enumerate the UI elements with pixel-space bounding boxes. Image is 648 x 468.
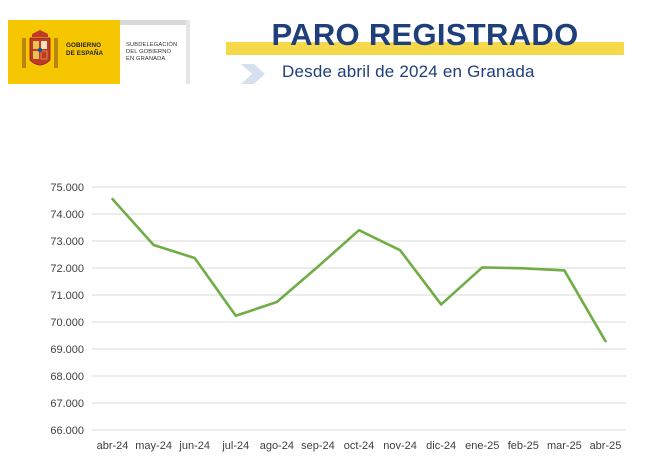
logo-edge — [186, 20, 190, 84]
y-tick-label: 75.000 — [50, 182, 84, 194]
government-name: GOBIERNO DE ESPAÑA — [66, 42, 103, 57]
x-tick-label: ago-24 — [260, 440, 294, 452]
y-tick-label: 72.000 — [50, 263, 84, 275]
sub-line-3: EN GRANADA — [126, 56, 166, 63]
x-tick-label: sep-24 — [301, 440, 335, 452]
logo-yellow-panel — [8, 20, 120, 84]
series-line — [111, 197, 607, 343]
x-tick-label: nov-24 — [383, 440, 417, 452]
x-tick-label: mar-25 — [547, 440, 582, 452]
sub-line-1: SUBDELEGACIÓN — [126, 42, 178, 48]
x-tick-label: jul-24 — [221, 440, 249, 452]
y-tick-label: 68.000 — [50, 371, 84, 383]
y-tick-label: 74.000 — [50, 209, 84, 221]
page-subtitle: Desde abril de 2024 en Granada — [282, 62, 535, 81]
x-tick-label: abr-24 — [97, 440, 129, 452]
y-axis-ticks: 66.000 67.000 68.000 69.000 70.000 71.000 72.0… — [50, 182, 84, 437]
y-tick-label: 69.000 — [50, 344, 84, 356]
y-tick-label: 66.000 — [50, 425, 84, 437]
government-logo: GOBIERNO DE ESPAÑA SUBDELEGACIÓN DEL GOB… — [8, 20, 190, 84]
x-tick-label: ene-25 — [465, 440, 499, 452]
series-lines — [111, 197, 607, 343]
gov-line-2: DE ESPAÑA — [66, 49, 104, 57]
coat-of-arms-icon — [22, 30, 58, 68]
logo-divider — [120, 20, 190, 25]
chevron-right-icon — [241, 64, 265, 84]
x-tick-label: abr-25 — [590, 440, 622, 452]
x-tick-label: jun-24 — [178, 440, 210, 452]
chart-gridlines — [92, 186, 626, 431]
x-tick-label: may-24 — [135, 440, 172, 452]
page-title: PARO REGISTRADO — [271, 17, 579, 52]
gov-line-1: GOBIERNO — [66, 42, 102, 49]
y-tick-label: 71.000 — [50, 290, 84, 302]
subdelegation-name: SUBDELEGACIÓN DEL GOBIERNO EN GRANADA — [126, 42, 177, 64]
x-tick-label: feb-25 — [508, 440, 539, 452]
y-tick-label: 73.000 — [50, 236, 84, 248]
y-tick-label: 67.000 — [50, 398, 84, 410]
sub-line-2: DEL GOBIERNO — [126, 49, 172, 56]
title-highlight-bar — [226, 42, 624, 55]
x-tick-label: oct-24 — [344, 440, 375, 452]
y-tick-label: 70.000 — [50, 317, 84, 329]
x-tick-label: dic-24 — [426, 440, 456, 452]
x-axis-ticks: abr-24 may-24 jun-24 jul-24 ago-24 sep-24 oct-… — [97, 440, 622, 452]
